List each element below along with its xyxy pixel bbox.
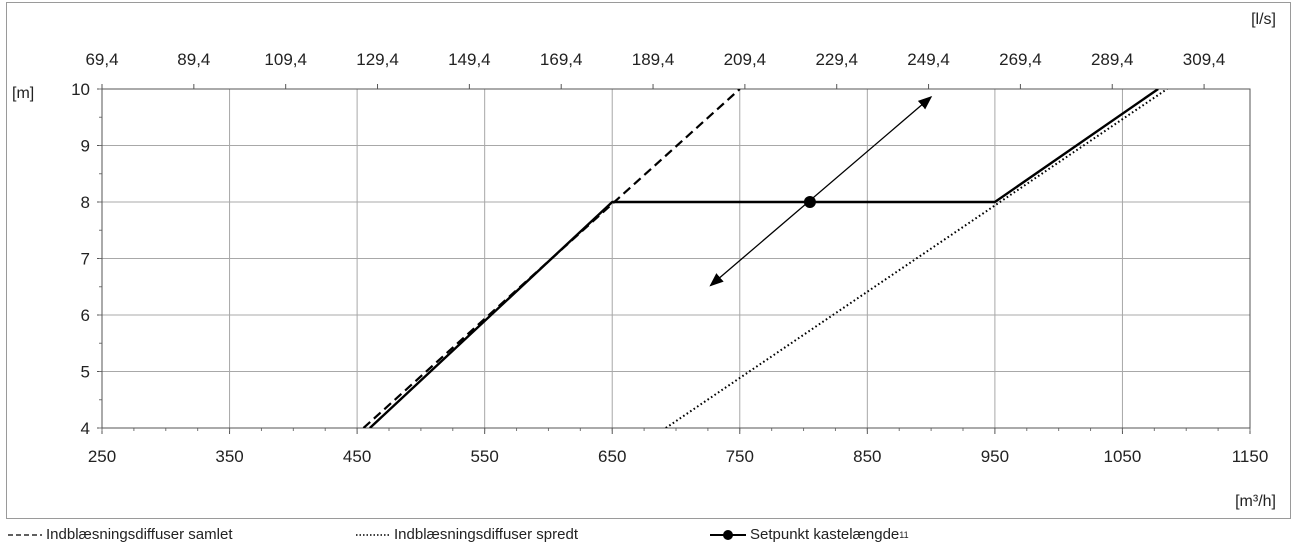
chart-frame (6, 2, 1291, 519)
y-tick-label: 5 (81, 363, 90, 382)
series-layer (362, 89, 1168, 428)
top-tick-label: 229,4 (815, 50, 858, 69)
top-tick-label: 309,4 (1183, 50, 1226, 69)
top-tick-label: 169,4 (540, 50, 583, 69)
top-tick-label: 189,4 (632, 50, 675, 69)
legend-item-spredt: Indblæsningsdiffuser spredt (356, 526, 578, 543)
top-tick-label: 289,4 (1091, 50, 1134, 69)
top-tick-label: 269,4 (999, 50, 1042, 69)
adjustment-arrow (709, 96, 933, 287)
y-tick-label: 8 (81, 193, 90, 212)
legend-item-samlet: Indblæsningsdiffuser samlet (8, 526, 233, 543)
tick-labels: 250 350 450 550 650 750 850 950 1050 1150 4 5 6 7 8 9 10… (71, 50, 1268, 466)
plot-border (101, 88, 1251, 429)
y-tick-label: 9 (81, 137, 90, 156)
axes (97, 84, 1251, 434)
top-tick-label: 249,4 (907, 50, 950, 69)
top-tick-label: 209,4 (724, 50, 767, 69)
bottom-axis-unit: [m³/h] (1235, 493, 1276, 510)
legend-swatch-dashed (8, 533, 42, 536)
x-tick-label: 650 (598, 447, 626, 466)
legend-label-setpunkt: Setpunkt kastelængde (750, 526, 900, 543)
top-tick-label: 69,4 (85, 50, 118, 69)
legend-item-setpunkt: Setpunkt kastelængde 11 (708, 526, 909, 543)
y-tick-label: 10 (71, 80, 90, 99)
x-tick-label: 250 (88, 447, 116, 466)
x-tick-label: 450 (343, 447, 371, 466)
top-tick-label: 109,4 (264, 50, 307, 69)
y-tick-label: 4 (81, 419, 90, 438)
legend-swatch-dotted (356, 533, 390, 536)
y-tick-label: 7 (81, 250, 90, 269)
legend-superscript: 11 (899, 529, 909, 540)
x-tick-label: 1050 (1104, 447, 1142, 466)
y-axis-unit: [m] (12, 85, 34, 102)
x-tick-label: 1150 (1232, 447, 1269, 466)
legend: Indblæsningsdiffuser samlet Indblæsnings… (0, 522, 1292, 550)
legend-swatch-setpoint (710, 529, 746, 540)
x-tick-label: 550 (470, 447, 498, 466)
x-tick-label: 850 (853, 447, 881, 466)
x-tick-label: 350 (215, 447, 243, 466)
top-tick-label: 129,4 (356, 50, 399, 69)
legend-label-samlet: Indblæsningsdiffuser samlet (46, 526, 233, 543)
chart: 250 350 450 550 650 750 850 950 1050 1150 4 5 6 7 8 9 10… (6, 2, 1291, 519)
grid (101, 88, 1251, 429)
legend-label-spredt: Indblæsningsdiffuser spredt (394, 526, 578, 543)
top-tick-label: 149,4 (448, 50, 491, 69)
top-tick-label: 89,4 (177, 50, 210, 69)
y-tick-label: 6 (81, 306, 90, 325)
top-axis-unit: [l/s] (1251, 11, 1276, 28)
x-tick-label: 750 (726, 447, 754, 466)
x-tick-label: 950 (981, 447, 1009, 466)
